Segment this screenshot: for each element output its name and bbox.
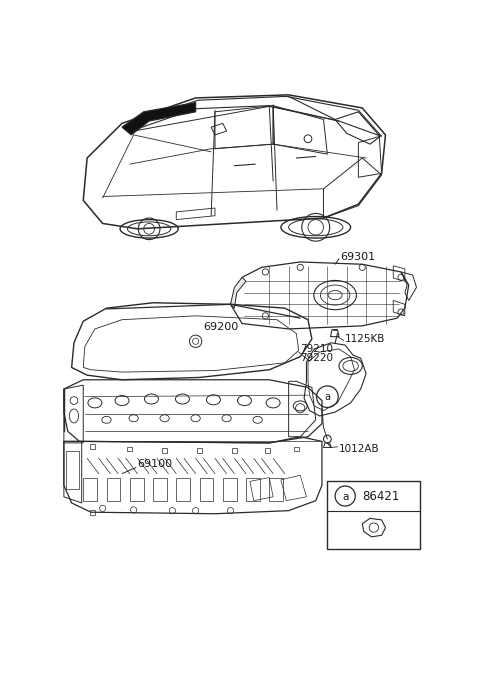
Text: 69200: 69200	[204, 323, 239, 332]
Text: a: a	[324, 392, 330, 402]
Text: 1012AB: 1012AB	[339, 444, 380, 454]
Text: 79220: 79220	[300, 353, 333, 363]
Text: a: a	[342, 492, 348, 502]
Text: 69100: 69100	[137, 460, 173, 469]
Text: 86421: 86421	[362, 489, 400, 502]
Polygon shape	[122, 103, 196, 135]
Text: 1125KB: 1125KB	[345, 334, 385, 344]
Bar	[327, 481, 420, 549]
Text: 69301: 69301	[340, 252, 376, 261]
Text: 79210: 79210	[300, 344, 333, 354]
Polygon shape	[230, 277, 246, 308]
